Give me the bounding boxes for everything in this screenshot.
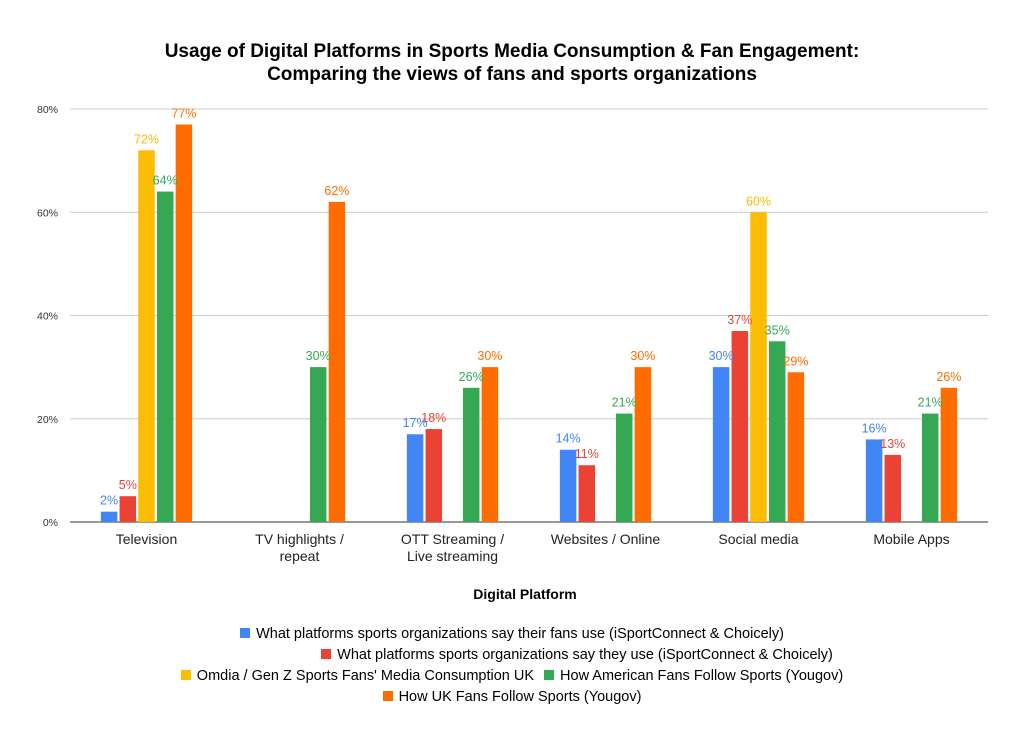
data-label: 30%	[306, 349, 331, 363]
bar	[406, 434, 424, 522]
data-label: 14%	[556, 432, 581, 446]
legend-swatch	[240, 628, 251, 638]
data-label: 30%	[630, 349, 655, 363]
data-label: 11%	[575, 447, 599, 461]
legend-row-4: How UK Fans Follow Sports (Yougov)	[0, 687, 1024, 707]
legend-swatch	[382, 691, 393, 701]
bar	[768, 341, 786, 522]
bar	[921, 413, 939, 522]
bar	[578, 465, 596, 522]
y-tick-label: 60%	[37, 207, 58, 219]
bar	[940, 387, 958, 522]
bar	[119, 496, 137, 522]
data-label: 64%	[153, 174, 178, 188]
x-tick-label: repeat	[280, 548, 320, 564]
chart-title-line-2: Comparing the views of fans and sports o…	[267, 64, 757, 85]
bar	[481, 367, 499, 522]
data-label: 13%	[880, 437, 905, 451]
bar	[100, 511, 118, 522]
x-tick-label: Live streaming	[407, 548, 498, 564]
y-axis-ticks: 0% 20% 40% 60% 80%	[37, 104, 58, 529]
data-label: 16%	[862, 421, 887, 435]
data-label: 5%	[119, 478, 137, 492]
bar	[156, 191, 174, 522]
bar	[138, 150, 155, 523]
data-label: 21%	[918, 396, 943, 410]
chart-title: Usage of Digital Platforms in Sports Med…	[0, 40, 1024, 86]
bar	[787, 372, 805, 522]
bar	[328, 201, 346, 523]
bar	[884, 454, 902, 522]
x-tick-label: OTT Streaming /	[401, 531, 504, 547]
data-label: 26%	[936, 370, 961, 384]
legend-item: What platforms sports organizations say …	[321, 645, 833, 665]
legend-row-1: What platforms sports organizations say …	[0, 624, 1024, 644]
legend-row-3: Omdia / Gen Z Sports Fans' Media Consump…	[0, 666, 1024, 686]
data-label: 37%	[727, 313, 752, 327]
data-label: 21%	[612, 396, 637, 410]
data-label: 26%	[459, 370, 484, 384]
data-label: 18%	[421, 411, 446, 425]
bar	[425, 429, 443, 522]
x-axis-ticks: Television TV highlights /repeat OTT Strea…	[116, 531, 950, 564]
bar	[750, 212, 767, 522]
bar	[462, 387, 480, 522]
data-label: 30%	[709, 349, 734, 363]
legend-item: What platforms sports organizations say …	[240, 624, 784, 644]
data-label: 17%	[403, 416, 428, 430]
bar	[865, 439, 883, 522]
legend-swatch	[544, 670, 555, 680]
data-label: 30%	[477, 349, 502, 363]
bar	[712, 367, 730, 522]
legend-label: How American Fans Follow Sports (Yougov)	[560, 668, 844, 684]
x-tick-label: Social media	[718, 531, 798, 547]
bars	[100, 124, 958, 523]
x-tick-label: Mobile Apps	[873, 531, 949, 547]
legend-item: Omdia / Gen Z Sports Fans' Media Consump…	[180, 666, 535, 686]
x-tick-label: TV highlights /	[255, 531, 344, 547]
chart-title-line-1: Usage of Digital Platforms in Sports Med…	[164, 41, 860, 62]
data-label: 29%	[783, 354, 808, 368]
legend-swatch	[180, 670, 191, 680]
legend-swatch	[321, 649, 332, 659]
gridlines	[70, 108, 988, 523]
bar	[309, 367, 327, 522]
bar	[731, 330, 749, 522]
y-tick-label: 80%	[37, 104, 58, 116]
y-tick-label: 40%	[37, 311, 58, 323]
bar-chart: 0% 20% 40% 60% 80% 2%5% 72% 64% 77% 30% 62% 17%18%…	[37, 104, 988, 602]
legend-label: What platforms sports organizations say …	[256, 626, 784, 642]
legend-label: What platforms sports organizations say …	[337, 647, 833, 663]
bar	[615, 413, 633, 522]
data-labels: 2%5% 72% 64% 77% 30% 62% 17%18% 26% 30% 14%11% 21%…	[100, 106, 961, 507]
data-label: 62%	[324, 184, 349, 198]
bar	[634, 367, 652, 522]
x-axis-title: Digital Platform	[473, 586, 576, 602]
x-tick-label: Television	[116, 531, 177, 547]
data-label: 35%	[765, 323, 790, 337]
legend-label: Omdia / Gen Z Sports Fans' Media Consump…	[196, 668, 535, 684]
bar	[175, 124, 193, 523]
legend-label: How UK Fans Follow Sports (Yougov)	[398, 689, 642, 705]
legend-row-2: What platforms sports organizations say …	[0, 645, 1024, 665]
legend-item: How UK Fans Follow Sports (Yougov)	[382, 687, 642, 707]
x-tick-label: Websites / Online	[551, 531, 661, 547]
y-tick-label: 20%	[37, 414, 58, 426]
data-label: 72%	[134, 132, 159, 146]
bar	[559, 449, 577, 522]
data-label: 77%	[171, 106, 196, 120]
legend-item: How American Fans Follow Sports (Yougov)	[544, 666, 843, 686]
y-tick-label: 0%	[43, 517, 58, 529]
data-label: 2%	[100, 494, 118, 508]
data-label: 60%	[746, 194, 771, 208]
